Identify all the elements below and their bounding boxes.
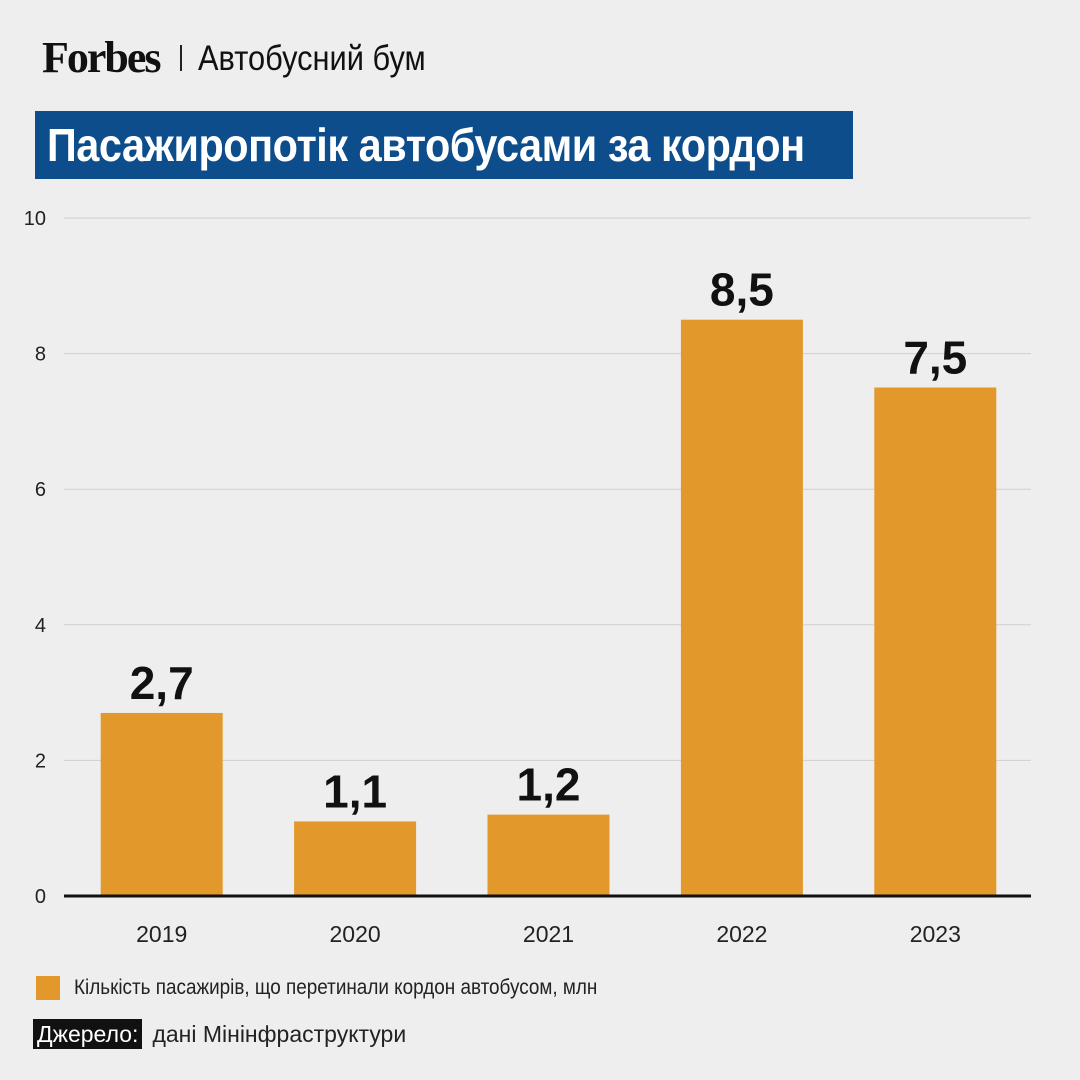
legend-swatch bbox=[36, 976, 60, 1000]
header-subtitle: Автобусний бум bbox=[197, 38, 426, 78]
bar bbox=[487, 814, 610, 896]
y-tick-label: 2 bbox=[35, 750, 46, 772]
bar bbox=[680, 319, 803, 896]
y-tick-label: 6 bbox=[35, 479, 46, 501]
bar-value-label: 8,5 bbox=[710, 264, 774, 316]
x-tick-label: 2020 bbox=[330, 921, 381, 947]
bar-value-label: 1,2 bbox=[517, 759, 581, 811]
forbes-logo: Forbes bbox=[42, 33, 162, 82]
source-text: дані Мінінфраструктури bbox=[152, 1020, 407, 1047]
bar-value-label: 7,5 bbox=[903, 332, 967, 384]
y-tick-label: 4 bbox=[35, 615, 46, 637]
bar-value-label: 1,1 bbox=[323, 765, 387, 817]
x-tick-label: 2019 bbox=[136, 921, 187, 947]
legend: Кількість пасажирів, що перетинали кордо… bbox=[36, 976, 655, 1000]
chart-title-banner: Пасажиропотік автобусами за кордон bbox=[35, 111, 853, 179]
bar-value-label: 2,7 bbox=[130, 657, 194, 709]
source-tag: Джерело: bbox=[33, 1019, 143, 1050]
legend-label: Кількість пасажирів, що перетинали кордо… bbox=[74, 976, 598, 999]
bar bbox=[294, 821, 417, 896]
x-tick-label: 2023 bbox=[910, 921, 961, 947]
header-divider bbox=[179, 45, 182, 71]
x-tick-label: 2022 bbox=[716, 921, 767, 947]
chart-title: Пасажиропотік автобусами за кордон bbox=[47, 119, 805, 171]
source-note: Джерело: дані Мінінфраструктури bbox=[33, 1019, 407, 1050]
header: Forbes Автобусний бум bbox=[42, 36, 456, 80]
bar bbox=[100, 712, 223, 896]
y-tick-label: 10 bbox=[24, 208, 46, 230]
y-tick-label: 8 bbox=[35, 344, 46, 366]
bar bbox=[874, 387, 997, 896]
x-tick-label: 2021 bbox=[523, 921, 574, 947]
y-tick-label: 0 bbox=[35, 886, 46, 908]
